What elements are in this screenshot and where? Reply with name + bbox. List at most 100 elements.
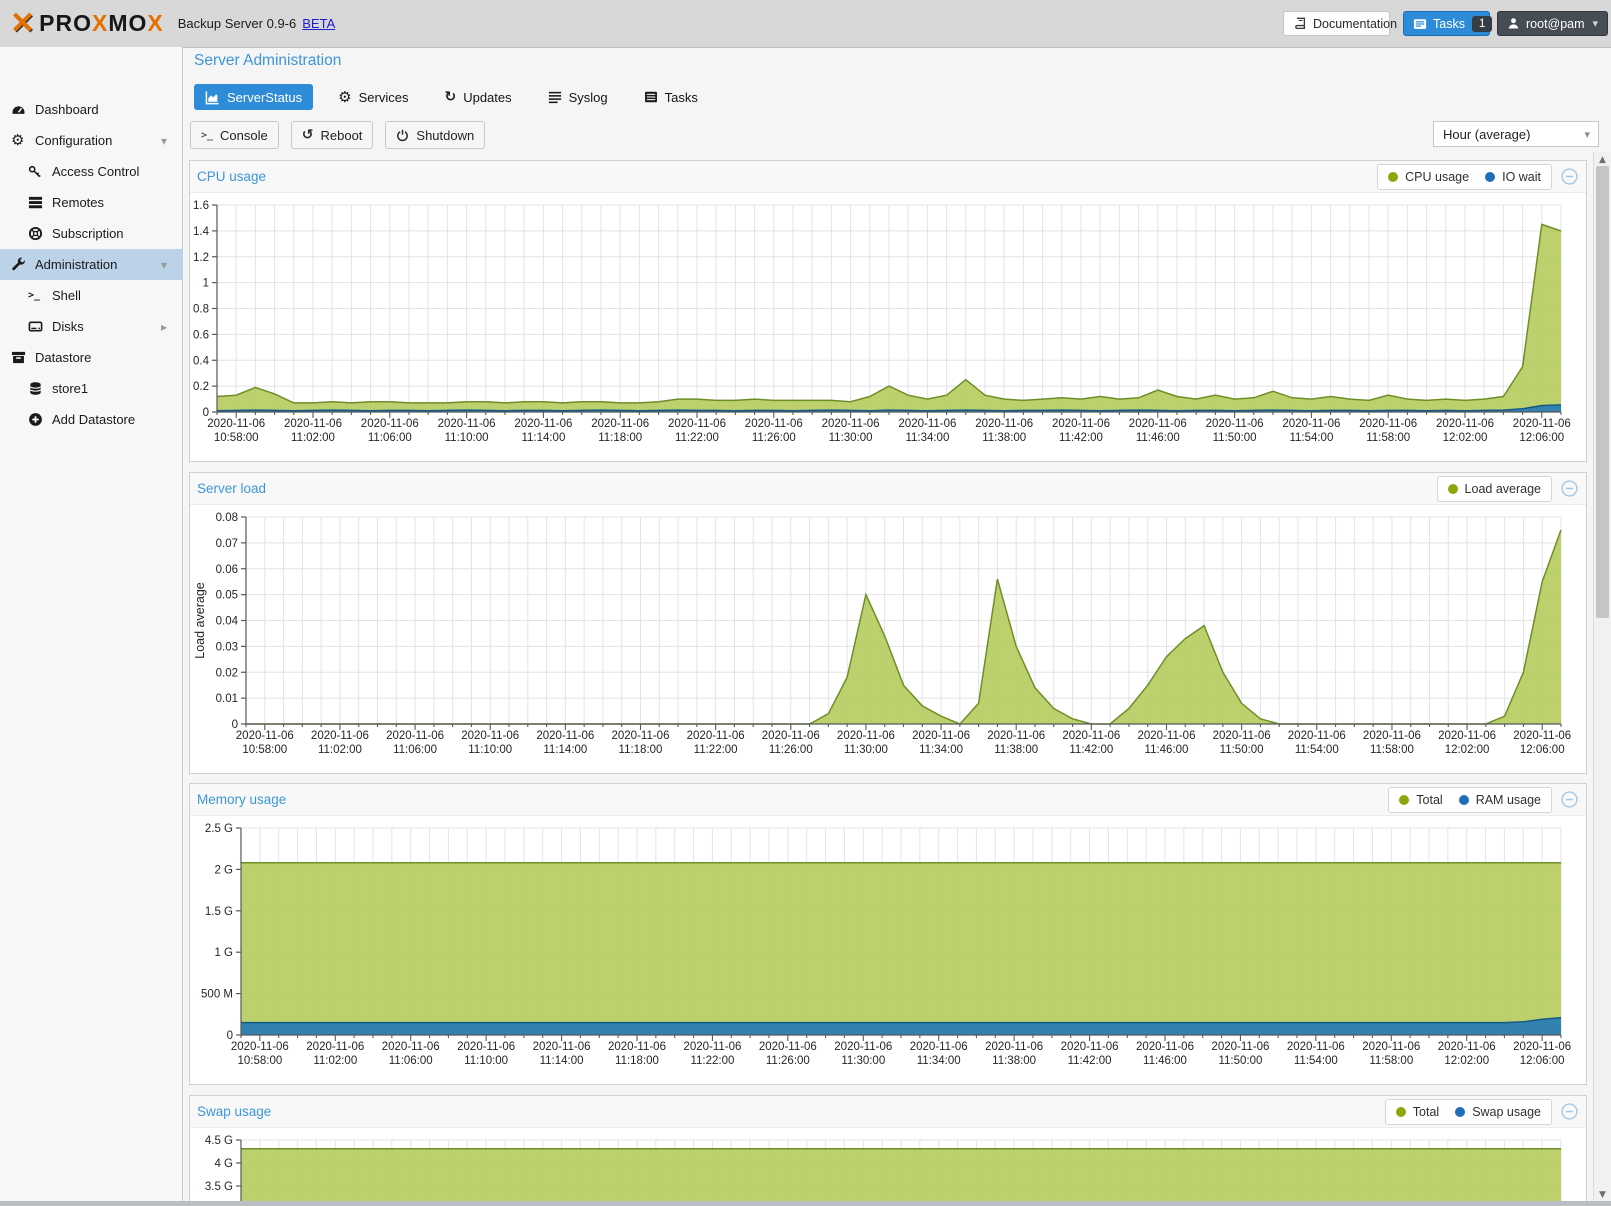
shutdown-button[interactable]: Shutdown [385, 121, 486, 149]
sidebar-item-access-control[interactable]: Access Control [0, 156, 183, 187]
collapse-panel-icon[interactable] [1561, 1103, 1578, 1120]
sidebar-item-add-datastore[interactable]: Add Datastore [0, 404, 183, 435]
sidebar-item-label: Configuration [35, 133, 113, 148]
svg-text:11:02:00: 11:02:00 [318, 744, 362, 756]
task-list-icon [1413, 17, 1427, 31]
sidebar-item-label: Shell [52, 288, 81, 303]
collapse-panel-icon[interactable] [1561, 480, 1578, 497]
expand-caret-icon[interactable]: ▸ [160, 319, 167, 334]
svg-text:11:50:00: 11:50:00 [1220, 744, 1264, 756]
tab-label: Tasks [664, 89, 698, 105]
sidebar-item-store1[interactable]: store1 [0, 373, 183, 404]
top-header: ✕ PROXMOX Backup Server 0.9-6 BETA Docum… [0, 0, 1611, 48]
svg-text:0: 0 [232, 719, 238, 731]
svg-text:2020-11-06: 2020-11-06 [687, 730, 745, 742]
tab-services[interactable]: ⚙ Services [327, 84, 419, 110]
tab-syslog[interactable]: Syslog [537, 84, 619, 110]
svg-text:11:02:00: 11:02:00 [313, 1055, 357, 1067]
sidebar-item-administration[interactable]: Administration ▾ [0, 249, 183, 280]
svg-text:2020-11-06: 2020-11-06 [910, 1041, 968, 1053]
svg-text:11:22:00: 11:22:00 [675, 432, 719, 444]
legend-item: RAM usage [1458, 793, 1541, 807]
documentation-button[interactable]: Documentation [1283, 11, 1397, 36]
archive-box-icon [11, 350, 35, 365]
scroll-down-icon[interactable]: ▼ [1599, 1190, 1606, 1200]
svg-text:12:06:00: 12:06:00 [1520, 1055, 1565, 1067]
undo-icon: ↺ [301, 127, 314, 143]
beta-link[interactable]: BETA [302, 16, 336, 31]
legend-item: Total [1395, 1105, 1439, 1119]
svg-text:2020-11-06: 2020-11-06 [236, 730, 294, 742]
task-list-icon [644, 90, 658, 104]
tasks-button[interactable]: Tasks 1 [1403, 11, 1493, 36]
tab-updates[interactable]: ↻ Updates [433, 84, 522, 110]
sidebar-item-label: Datastore [35, 350, 92, 365]
sidebar-item-configuration[interactable]: ⚙ Configuration ▾ [0, 125, 183, 156]
svg-text:2020-11-06: 2020-11-06 [1513, 418, 1571, 430]
scroll-up-icon[interactable]: ▲ [1599, 155, 1606, 165]
svg-text:12:02:00: 12:02:00 [1443, 432, 1488, 444]
svg-text:2020-11-06: 2020-11-06 [1282, 418, 1340, 430]
svg-text:2020-11-06: 2020-11-06 [386, 730, 444, 742]
svg-text:11:58:00: 11:58:00 [1370, 744, 1414, 756]
sidebar-item-datastore[interactable]: Datastore [0, 342, 183, 373]
collapse-panel-icon[interactable] [1561, 791, 1578, 808]
svg-text:2020-11-06: 2020-11-06 [311, 730, 369, 742]
sidebar-item-label: Remotes [52, 195, 105, 210]
svg-text:2020-11-06: 2020-11-06 [457, 1041, 515, 1053]
user-icon [1507, 17, 1520, 30]
svg-text:2020-11-06: 2020-11-06 [683, 1041, 741, 1053]
svg-text:11:10:00: 11:10:00 [445, 432, 489, 444]
user-menu-button[interactable]: root@pam ▾ [1497, 11, 1608, 36]
console-button[interactable]: >_ Console [190, 121, 279, 149]
tab-tasks[interactable]: Tasks [633, 84, 709, 110]
collapse-caret-icon[interactable]: ▾ [160, 133, 167, 148]
scrollbar-thumb[interactable] [1596, 166, 1609, 618]
swap-usage-panel: Swap usage Total Swap usage 4.5 G 4 G 3.5 … [189, 1095, 1587, 1206]
svg-text:11:26:00: 11:26:00 [769, 744, 813, 756]
svg-text:11:06:00: 11:06:00 [393, 744, 437, 756]
vertical-scrollbar[interactable]: ▲ ▼ [1593, 152, 1611, 1206]
legend-dot [1388, 171, 1399, 182]
svg-text:11:18:00: 11:18:00 [619, 744, 663, 756]
svg-text:0.04: 0.04 [216, 616, 239, 628]
legend-item: Load average [1447, 482, 1541, 496]
svg-text:2020-11-06: 2020-11-06 [1363, 730, 1421, 742]
svg-text:11:42:00: 11:42:00 [1059, 432, 1103, 444]
terminal-icon: >_ [28, 290, 41, 301]
server-toolbar: >_ Console ↺ Reboot Shutdown [190, 121, 486, 149]
reboot-label: Reboot [320, 127, 363, 143]
chart-legend: CPU usage IO wait [1377, 163, 1552, 190]
chart-legend: Load average [1436, 475, 1552, 502]
svg-text:0.03: 0.03 [216, 641, 238, 653]
sidebar-item-subscription[interactable]: Subscription [0, 218, 183, 249]
svg-text:11:18:00: 11:18:00 [615, 1055, 659, 1067]
svg-text:11:10:00: 11:10:00 [464, 1055, 508, 1067]
svg-text:2020-11-06: 2020-11-06 [514, 418, 572, 430]
tab-serverstatus[interactable]: ServerStatus [194, 84, 314, 110]
reboot-button[interactable]: ↺ Reboot [290, 121, 374, 149]
timeframe-select[interactable]: Hour (average) ▾ [1433, 121, 1599, 147]
sidebar-item-disks[interactable]: Disks ▸ [0, 311, 183, 342]
svg-text:3.5 G: 3.5 G [205, 1181, 233, 1193]
sidebar-item-label: Add Datastore [52, 412, 136, 427]
svg-text:11:06:00: 11:06:00 [368, 432, 412, 444]
svg-text:2020-11-06: 2020-11-06 [207, 418, 265, 430]
sidebar-item-dashboard[interactable]: Dashboard [0, 94, 183, 125]
svg-text:2.5 G: 2.5 G [205, 823, 233, 835]
product-version-label: Backup Server 0.9-6 [177, 16, 297, 31]
svg-text:2020-11-06: 2020-11-06 [987, 730, 1045, 742]
sidebar-item-shell[interactable]: >_ Shell [0, 280, 183, 311]
chart-legend: Total Swap usage [1384, 1098, 1552, 1125]
panel-header: Swap usage Total Swap usage [190, 1096, 1586, 1128]
svg-text:11:22:00: 11:22:00 [694, 744, 738, 756]
sidebar-item-remotes[interactable]: Remotes [0, 187, 183, 218]
svg-text:11:38:00: 11:38:00 [994, 744, 1038, 756]
legend-item: CPU usage [1388, 170, 1469, 184]
gears-icon: ⚙ [11, 131, 25, 149]
shutdown-label: Shutdown [416, 127, 475, 143]
collapse-panel-icon[interactable] [1561, 168, 1578, 185]
svg-text:1: 1 [203, 278, 209, 290]
svg-text:10:58:00: 10:58:00 [237, 1055, 282, 1067]
collapse-caret-icon[interactable]: ▾ [160, 257, 167, 272]
